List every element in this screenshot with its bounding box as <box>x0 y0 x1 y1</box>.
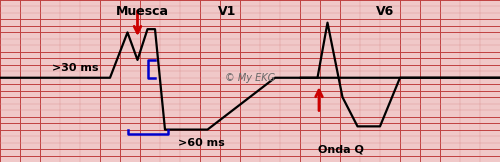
Text: Muesca: Muesca <box>116 5 169 18</box>
Text: >30 ms: >30 ms <box>52 63 98 73</box>
Text: >60 ms: >60 ms <box>178 138 224 148</box>
Text: V6: V6 <box>376 5 394 18</box>
Text: Onda Q: Onda Q <box>318 144 364 154</box>
Text: V1: V1 <box>218 5 236 18</box>
Text: © My EKG: © My EKG <box>225 73 275 83</box>
